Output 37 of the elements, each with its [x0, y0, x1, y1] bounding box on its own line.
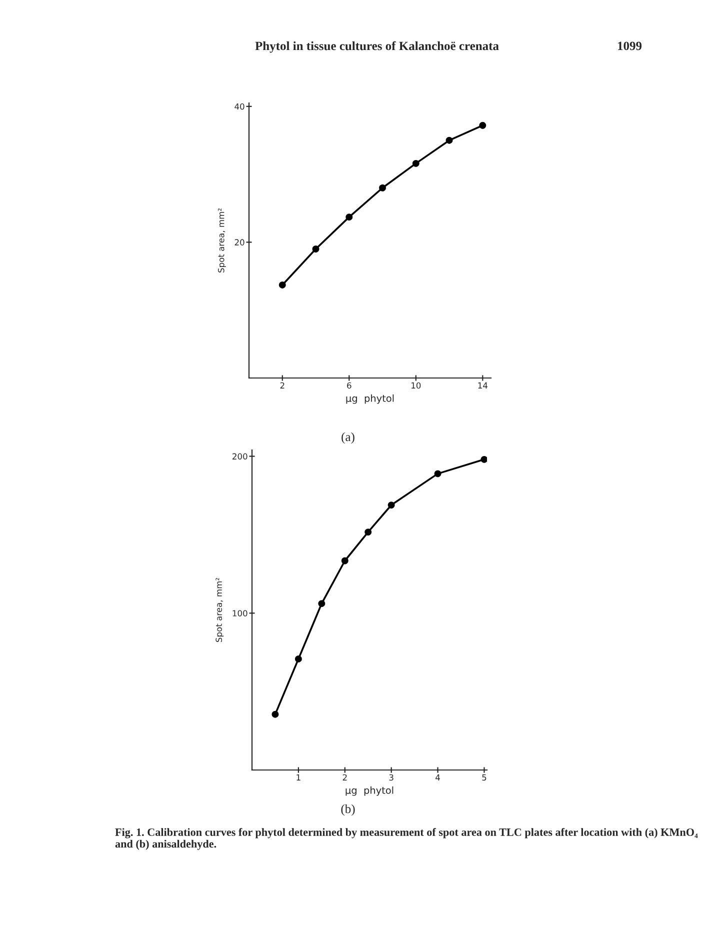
y-tick-label: 200: [232, 453, 248, 460]
point: [446, 136, 453, 144]
x-tick-label: 5: [482, 774, 486, 781]
y-tick-label: 100: [232, 610, 248, 616]
point: [479, 122, 486, 129]
point: [294, 655, 302, 662]
point: [434, 470, 442, 478]
x-tick-label: 10: [412, 382, 421, 389]
caption: Fig. 1. Calibration curves for phytol determined by measurement of spot area on TLC plates after location with (a) KMnO₄ and (b) anisaldehyde.: [115, 828, 698, 850]
x-tick-label: 3: [389, 774, 394, 781]
point: [341, 557, 348, 564]
point: [379, 184, 386, 192]
x-tick-label: 2: [342, 774, 347, 780]
text: (b): [341, 804, 355, 816]
point: [388, 502, 395, 509]
y-tick-label: 40: [234, 103, 244, 110]
y-axis-title: Spot area, mm²: [218, 208, 226, 272]
x-axis-title: μg phytol: [346, 394, 394, 404]
chart-title: Phytol in tissue cultures of Kalanchoë crenata: [255, 41, 499, 53]
point: [412, 160, 420, 167]
point: [346, 214, 353, 221]
text: (a): [342, 432, 354, 444]
x-axis-title: μg phytol: [346, 786, 394, 796]
x-tick-label: 4: [436, 774, 440, 780]
x-tick-label: 6: [347, 382, 352, 389]
point: [480, 456, 487, 463]
y-tick-label: 20: [234, 239, 244, 246]
point: [272, 710, 279, 718]
point: [278, 282, 286, 288]
text: 1099: [618, 42, 642, 50]
point: [318, 600, 326, 608]
point: [312, 246, 320, 252]
x-tick-label: 14: [478, 382, 488, 388]
x-tick-label: 2: [280, 382, 284, 388]
x-tick-label: 1: [296, 774, 300, 780]
point: [364, 528, 372, 536]
y-axis-title: Spot area, mm²: [216, 578, 224, 642]
